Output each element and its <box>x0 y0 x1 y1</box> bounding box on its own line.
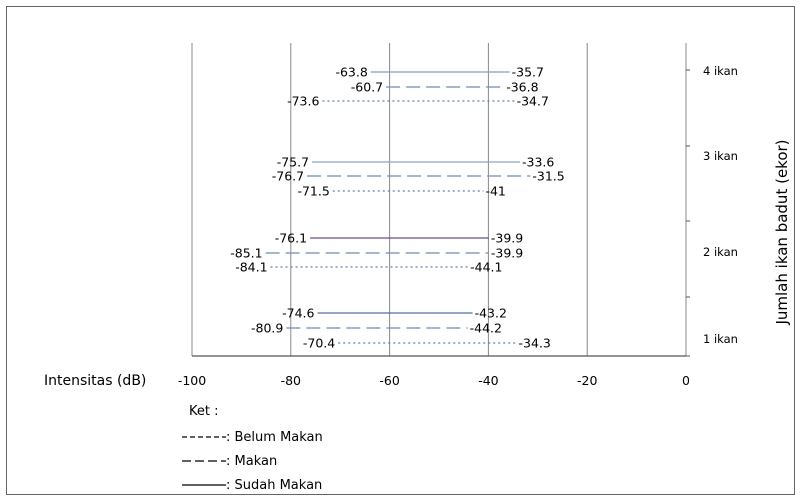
x-axis-title: Intensitas (dB) <box>44 373 146 389</box>
legend: Ket : : Belum Makan : Makan : Sudah Maka… <box>182 404 323 493</box>
x-tick-label: 0 <box>682 373 690 388</box>
x-tick-label: -80 <box>281 373 301 388</box>
max-value-label: -44.2 <box>470 321 502 336</box>
range-lines <box>265 71 531 344</box>
x-tick-label: -40 <box>478 373 498 388</box>
y-axis-title: Jumlah ikan badut (ekor) <box>773 139 791 325</box>
max-value-label: -34.7 <box>517 94 549 109</box>
legend-item-belum-label: : Belum Makan <box>226 430 323 445</box>
legend-title: Ket : <box>189 404 219 419</box>
legend-item-makan-label: : Makan <box>226 454 277 469</box>
category-label: 2 ikan <box>703 245 738 259</box>
x-tick-label: -20 <box>577 373 597 388</box>
min-value-label: -71.5 <box>297 184 329 199</box>
max-value-label: -33.6 <box>522 155 554 170</box>
min-value-label: -76.7 <box>272 169 304 184</box>
category-labels: 4 ikan 3 ikan 2 ikan 1 ikan <box>703 64 738 346</box>
min-value-label: -70.4 <box>303 336 335 351</box>
min-value-label: -80.9 <box>251 321 283 336</box>
min-value-label: -73.6 <box>287 94 319 109</box>
min-value-label: -60.7 <box>351 80 383 95</box>
value-labels: -63.8 -35.7 -75.7 -33.6 -76.1 -39.9 -74.6 -43.2… <box>230 65 564 351</box>
min-value-label: -76.1 <box>275 231 307 246</box>
max-value-label: -39.9 <box>491 246 523 261</box>
max-value-label: -31.5 <box>532 169 564 184</box>
grid <box>191 43 690 357</box>
max-value-label: -34.3 <box>519 336 551 351</box>
min-value-label: -75.7 <box>277 155 309 170</box>
min-value-label: -85.1 <box>230 246 262 261</box>
chart-frame <box>6 6 795 495</box>
legend-item-sudah-label: : Sudah Makan <box>226 478 322 493</box>
x-tick-label: -60 <box>379 373 399 388</box>
max-value-label: -36.8 <box>506 80 538 95</box>
category-label: 1 ikan <box>703 332 738 346</box>
max-value-label: -39.9 <box>491 231 523 246</box>
min-value-label: -84.1 <box>235 260 267 275</box>
max-value-label: -44.1 <box>470 260 502 275</box>
category-label: 3 ikan <box>703 149 738 163</box>
max-value-label: -35.7 <box>512 65 544 80</box>
category-label: 4 ikan <box>703 64 738 78</box>
max-value-label: -43.2 <box>475 306 507 321</box>
x-tick-labels: -100 -80 -60 -40 -20 0 <box>178 373 690 388</box>
x-tick-label: -100 <box>178 373 206 388</box>
max-value-label: -41 <box>485 184 505 199</box>
min-value-label: -63.8 <box>335 65 367 80</box>
min-value-label: -74.6 <box>282 306 314 321</box>
